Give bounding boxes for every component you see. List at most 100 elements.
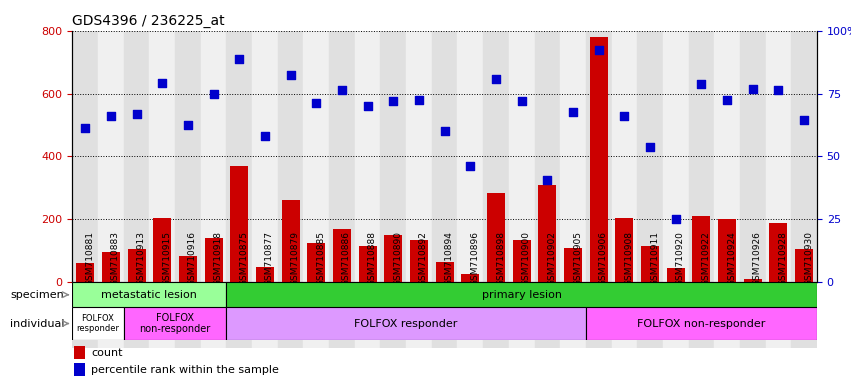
Bar [641, 246, 659, 282]
Text: GSM710926: GSM710926 [753, 231, 762, 286]
Bar [714, 282, 740, 348]
Bar [277, 31, 304, 282]
Bar [72, 282, 226, 307]
Bar [333, 229, 351, 282]
Bar [564, 248, 582, 282]
Point [720, 97, 734, 103]
Bar [204, 238, 223, 282]
Point [156, 79, 169, 86]
Point [78, 125, 92, 131]
Point [207, 91, 220, 97]
Bar [355, 31, 380, 282]
Text: GSM710900: GSM710900 [522, 230, 531, 286]
Point [540, 177, 554, 183]
Bar [329, 31, 355, 282]
Point [437, 128, 451, 134]
Bar [226, 282, 252, 348]
Text: count: count [91, 348, 123, 358]
Point [335, 88, 349, 94]
Bar [72, 31, 98, 282]
Bar [74, 346, 85, 359]
Bar [560, 31, 585, 282]
Bar [175, 282, 201, 348]
Bar [688, 31, 714, 282]
Text: primary lesion: primary lesion [482, 290, 562, 300]
Bar [791, 31, 817, 282]
Bar [615, 218, 633, 282]
Text: GSM710928: GSM710928 [779, 231, 787, 286]
Text: GSM710911: GSM710911 [650, 230, 659, 286]
Bar [304, 31, 329, 282]
Bar [410, 240, 428, 282]
Point [258, 133, 271, 139]
Text: percentile rank within the sample: percentile rank within the sample [91, 365, 279, 375]
Bar [688, 282, 714, 348]
Point [772, 88, 785, 94]
Bar [102, 252, 120, 282]
Bar [431, 31, 458, 282]
Bar [560, 282, 585, 348]
Text: individual: individual [10, 318, 65, 329]
Text: specimen: specimen [11, 290, 65, 300]
Bar [458, 282, 483, 348]
Point [797, 117, 811, 123]
Text: GSM710918: GSM710918 [214, 230, 223, 286]
Bar [406, 282, 431, 348]
Point [515, 98, 528, 104]
Text: FOLFOX non-responder: FOLFOX non-responder [637, 318, 766, 329]
Bar [98, 282, 123, 348]
Bar [740, 282, 766, 348]
Point [618, 113, 631, 119]
Point [489, 76, 503, 83]
Bar [175, 31, 201, 282]
Bar [98, 31, 123, 282]
Bar [718, 219, 736, 282]
Bar [436, 262, 454, 282]
Point [104, 113, 117, 119]
Bar [385, 235, 403, 282]
Text: GDS4396 / 236225_at: GDS4396 / 236225_at [72, 14, 225, 28]
Bar [637, 282, 663, 348]
Bar [509, 282, 534, 348]
Bar [585, 31, 612, 282]
Text: FOLFOX responder: FOLFOX responder [355, 318, 458, 329]
Bar [329, 282, 355, 348]
Bar [612, 282, 637, 348]
Bar [663, 282, 688, 348]
Bar [150, 31, 175, 282]
Bar [252, 31, 277, 282]
Bar [201, 31, 226, 282]
Text: GSM710930: GSM710930 [804, 230, 813, 286]
Text: GSM710888: GSM710888 [368, 230, 377, 286]
Text: GSM710913: GSM710913 [136, 230, 146, 286]
Bar [458, 31, 483, 282]
Bar [461, 275, 479, 282]
Text: GSM710902: GSM710902 [547, 231, 557, 286]
Text: GSM710883: GSM710883 [111, 230, 120, 286]
Point [129, 111, 143, 117]
Bar [534, 31, 560, 282]
Bar [744, 279, 762, 282]
Bar [355, 282, 380, 348]
Text: GSM710908: GSM710908 [625, 230, 633, 286]
Text: GSM710922: GSM710922 [701, 231, 711, 286]
Text: GSM710898: GSM710898 [496, 230, 505, 286]
Bar [509, 31, 534, 282]
Bar [380, 31, 406, 282]
Text: GSM710875: GSM710875 [239, 230, 248, 286]
Bar [590, 37, 608, 282]
Bar [72, 307, 123, 340]
Bar [201, 282, 226, 348]
Point [310, 100, 323, 106]
Point [232, 56, 246, 62]
Bar [153, 218, 171, 282]
Text: GSM710915: GSM710915 [163, 230, 171, 286]
Bar [637, 31, 663, 282]
Bar [539, 185, 557, 282]
Bar [307, 243, 325, 282]
Bar [483, 31, 509, 282]
Text: GSM710892: GSM710892 [419, 231, 428, 286]
Bar [714, 31, 740, 282]
Bar [123, 31, 150, 282]
Text: GSM710881: GSM710881 [85, 230, 94, 286]
